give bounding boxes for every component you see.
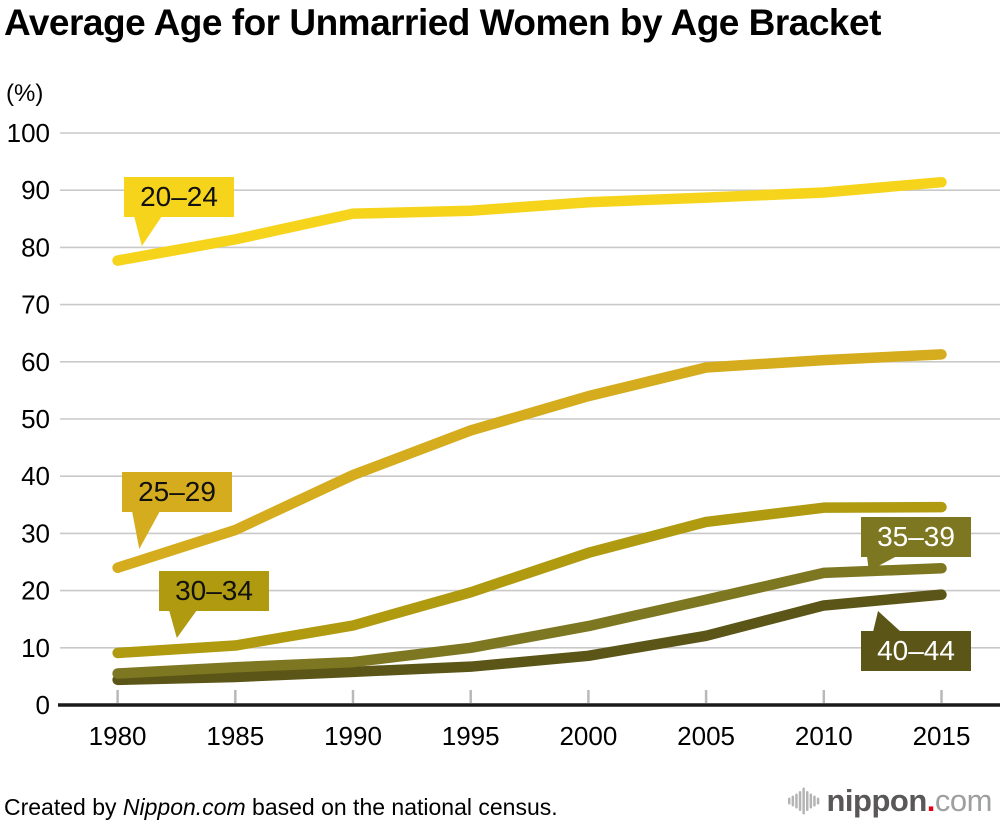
credit-line: Created by Nippon.com based on the natio… [4, 794, 558, 821]
soundwave-bar [798, 791, 801, 811]
y-axis-tick-label: 30 [21, 518, 50, 548]
series-callout-40-44: 40–44 [861, 631, 971, 671]
soundwave-icon [787, 787, 819, 815]
x-axis-tick-label: 1995 [442, 721, 500, 751]
series-callout-25-29: 25–29 [122, 472, 232, 512]
x-axis-tick-label: 1985 [206, 721, 264, 751]
x-axis-tick-label: 2015 [913, 721, 971, 751]
y-axis-tick-label: 20 [21, 576, 50, 606]
y-axis-tick-label: 70 [21, 290, 50, 320]
soundwave-bar [787, 797, 790, 805]
soundwave-bar [809, 793, 812, 809]
y-axis-tick-label: 50 [21, 404, 50, 434]
line-chart-canvas: 0 10 20 30 40 50 60 70 80 90 100 1980 1985 1990 1995 20… [7, 118, 1000, 751]
y-axis-tick-label: 0 [36, 690, 50, 720]
logo-dot: . [926, 783, 936, 818]
y-axis-tick-label: 100 [7, 118, 50, 148]
x-axis-tick-label: 2010 [795, 721, 853, 751]
y-axis-tick-label: 60 [21, 347, 50, 377]
soundwave-bar [812, 795, 816, 807]
y-axis-unit-label: (%) [6, 80, 44, 107]
series-callout-30-34: 30–34 [159, 571, 269, 611]
series-callout-label: 20–24 [140, 181, 218, 212]
nippon-logo: nippon.com [787, 783, 993, 819]
series-line-35-39 [112, 563, 947, 679]
y-axis-tick-label: 40 [21, 461, 50, 491]
soundwave-bar [805, 791, 808, 811]
series-line-25-29 [112, 349, 947, 573]
soundwave-bar [816, 797, 819, 805]
series-line-20-24 [112, 176, 947, 266]
soundwave-bar [801, 787, 805, 815]
x-axis-tick-label: 1990 [324, 721, 382, 751]
series-callout-20-24: 20–24 [124, 177, 234, 217]
x-axis-tick-label: 1980 [89, 721, 147, 751]
nippon-logo-text: nippon.com [827, 783, 993, 819]
y-axis-tick-label: 90 [21, 175, 50, 205]
series-callout-35-39: 35–39 [861, 517, 971, 557]
series-line-40-44 [112, 589, 947, 686]
x-axis-tick-label: 2000 [559, 721, 617, 751]
series-line-30-34 [112, 501, 947, 659]
soundwave-bar [794, 793, 798, 809]
chart-title: Average Age for Unmarried Women by Age B… [4, 2, 881, 43]
y-axis-tick-label: 10 [21, 633, 50, 663]
series-callout-label: 35–39 [877, 521, 955, 552]
credit-prefix: Created by [4, 794, 123, 820]
credit-suffix: based on the national census. [245, 794, 558, 820]
x-axis-tick-label: 2005 [677, 721, 735, 751]
series-callout-label: 40–44 [877, 635, 955, 666]
series-callout-label: 30–34 [175, 575, 253, 606]
logo-word-nippon: nippon [826, 783, 928, 818]
series-callout-label: 25–29 [138, 476, 216, 507]
logo-word-com: com [934, 783, 993, 818]
y-axis-tick-label: 80 [21, 232, 50, 262]
soundwave-bar [791, 795, 794, 807]
credit-source: Nippon.com [122, 794, 246, 820]
